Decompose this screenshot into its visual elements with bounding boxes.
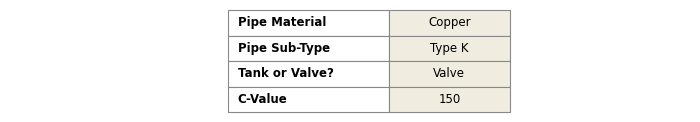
Text: 150: 150 <box>438 93 461 106</box>
Bar <box>228 61 389 86</box>
Text: Pipe Material: Pipe Material <box>237 16 326 29</box>
Bar <box>389 10 510 36</box>
Text: Pipe Sub-Type: Pipe Sub-Type <box>237 42 330 55</box>
Text: Copper: Copper <box>428 16 470 29</box>
Text: Tank or Valve?: Tank or Valve? <box>237 67 333 80</box>
Bar <box>389 36 510 61</box>
Bar <box>389 61 510 86</box>
Text: Valve: Valve <box>433 67 466 80</box>
Bar <box>389 86 510 112</box>
Text: Type K: Type K <box>430 42 468 55</box>
Bar <box>228 36 389 61</box>
Text: C-Value: C-Value <box>237 93 288 106</box>
Bar <box>228 86 389 112</box>
Bar <box>228 10 389 36</box>
